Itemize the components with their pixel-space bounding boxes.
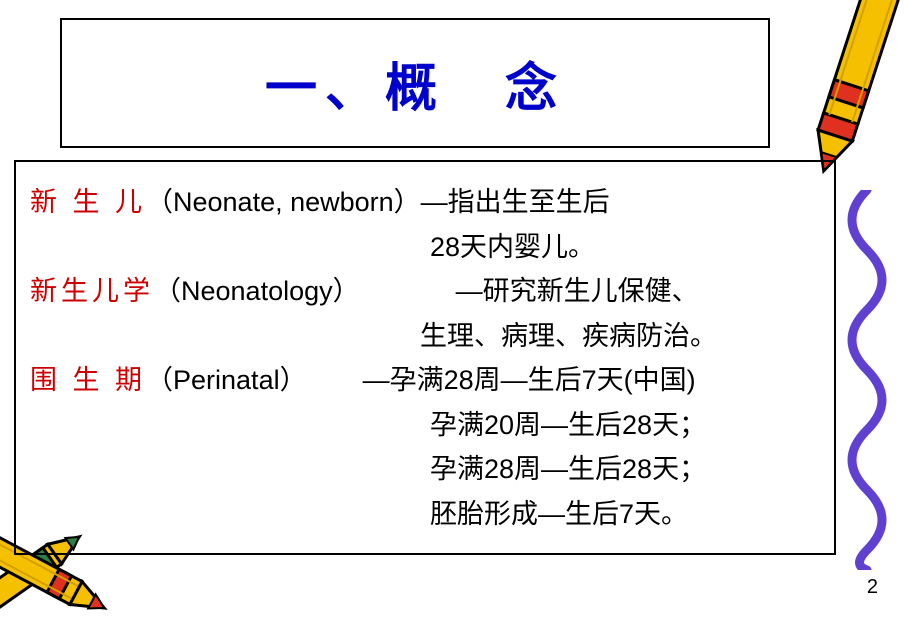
- slide-title: 一、概 念: [265, 46, 565, 121]
- page-number: 2: [867, 576, 878, 599]
- term-neonatology: 新生儿学: [30, 269, 154, 314]
- def-perinatal-2: 孕满20周—生后28天；: [30, 403, 824, 448]
- paren-perinatal: （Perinatal）: [146, 358, 307, 403]
- def-neonatology-2: 生理、病理、疾病防治。: [30, 314, 824, 359]
- paren-neonate: （Neonate, newborn）: [146, 180, 421, 225]
- dash-perinatal: —: [363, 358, 390, 403]
- term-neonate: 新 生 儿: [30, 180, 146, 225]
- term-perinatal: 围 生 期: [30, 358, 146, 403]
- content-box: 新 生 儿（Neonate, newborn）— 指出生至生后 28天内婴儿。 …: [14, 160, 836, 555]
- title-box: 一、概 念: [60, 18, 770, 148]
- term-row-neonatology: 新生儿学（Neonatology） — 研究新生儿保健、: [30, 269, 824, 314]
- def-neonatology-1: 研究新生儿保健、: [483, 269, 699, 314]
- def-perinatal-1: 孕满28周—生后7天(中国): [390, 358, 696, 403]
- def-perinatal-4: 胚胎形成—生后7天。: [30, 492, 824, 537]
- squiggle-decoration: [832, 190, 902, 570]
- dash-neonatology: —: [456, 269, 483, 314]
- def-neonate-1: 指出生至生后: [448, 180, 610, 225]
- def-neonate-2: 28天内婴儿。: [30, 225, 824, 270]
- term-row-neonate: 新 生 儿（Neonate, newborn）— 指出生至生后: [30, 180, 824, 225]
- def-perinatal-3: 孕满28周—生后28天；: [30, 447, 824, 492]
- paren-neonatology: （Neonatology）: [154, 269, 360, 314]
- term-row-perinatal: 围 生 期 （Perinatal） — 孕满28周—生后7天(中国): [30, 358, 824, 403]
- dash-neonate: —: [421, 180, 448, 225]
